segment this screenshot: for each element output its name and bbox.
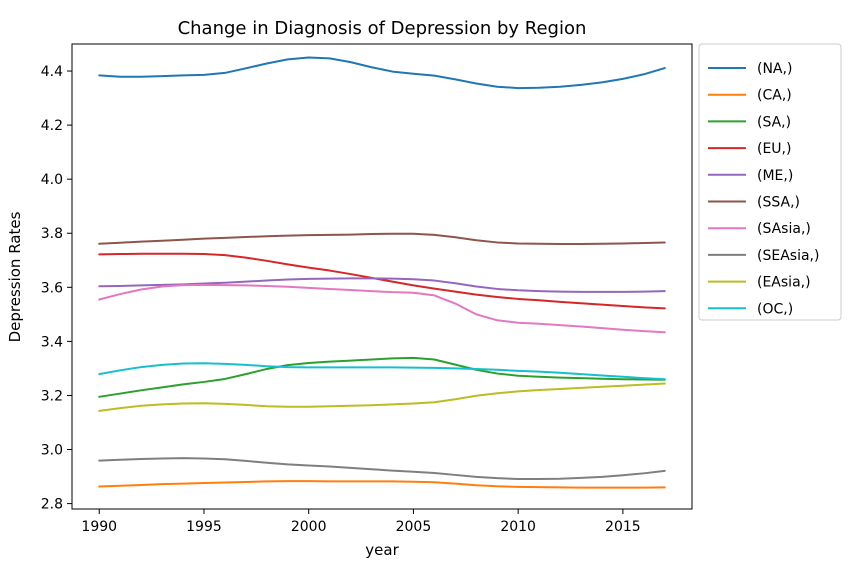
- legend-label: (SSA,): [757, 195, 800, 211]
- legend-label: (SEAsia,): [757, 248, 819, 264]
- y-tick-label: 3.0: [41, 443, 63, 459]
- legend-frame: [698, 43, 842, 321]
- plot-area: [71, 43, 693, 510]
- series-line-9: [98, 362, 666, 381]
- legend-entry: (CA,): [708, 88, 792, 104]
- y-tick-label: 4.0: [41, 172, 63, 188]
- x-tick-label: 2005: [396, 519, 432, 535]
- x-tick-label: 2000: [291, 519, 327, 535]
- series-line-7: [98, 457, 666, 480]
- y-tick-label: 3.8: [41, 226, 63, 242]
- x-tick-label: 1995: [186, 519, 222, 535]
- x-axis: 1990 1995 2000 2005 2010 2015: [81, 509, 641, 535]
- legend-entry: (OC,): [708, 301, 793, 317]
- series-line-0: [98, 56, 666, 90]
- y-tick-label: 3.2: [41, 388, 63, 404]
- legend-entry: (ME,): [708, 168, 793, 184]
- legend-items: (NA,) (CA,) (SA,) (EU,) (ME,) (SSA,) (SAsia,) (…: [708, 61, 819, 317]
- y-tick-label: 3.6: [41, 280, 63, 296]
- legend-entry: (SA,): [708, 114, 791, 130]
- series-line-1: [98, 480, 666, 489]
- legend-label: (OC,): [757, 301, 793, 317]
- y-axis-label: Depression Rates: [6, 211, 24, 342]
- legend-label: (EAsia,): [757, 275, 811, 291]
- legend-entry: (NA,): [708, 61, 792, 77]
- series-line-5: [98, 232, 666, 246]
- series-line-2: [98, 356, 666, 398]
- series-line-8: [98, 382, 666, 412]
- series-line-3: [98, 252, 666, 310]
- x-tick-label: 1990: [81, 519, 117, 535]
- y-tick-label: 2.8: [41, 497, 63, 513]
- legend-entry: (SSA,): [708, 195, 800, 211]
- x-tick-label: 2015: [605, 519, 641, 535]
- y-tick-label: 4.2: [41, 118, 63, 134]
- legend-label: (SAsia,): [757, 221, 811, 237]
- legend-label: (CA,): [757, 88, 792, 104]
- y-tick-label: 3.4: [41, 334, 63, 350]
- legend-label: (ME,): [757, 168, 793, 184]
- y-tick-label: 4.4: [41, 64, 63, 80]
- legend-label: (EU,): [757, 141, 791, 157]
- x-axis-label: year: [365, 541, 399, 559]
- legend-entry: (EU,): [708, 141, 791, 157]
- series-line-4: [98, 277, 666, 293]
- x-tick-label: 2010: [500, 519, 536, 535]
- chart-title: Change in Diagnosis of Depression by Reg…: [178, 18, 587, 39]
- series-layer: [98, 56, 666, 489]
- legend: (NA,) (CA,) (SA,) (EU,) (ME,) (SSA,) (SAsia,) (…: [698, 43, 842, 321]
- legend-label: (SA,): [757, 114, 791, 130]
- legend-entry: (SEAsia,): [708, 248, 819, 264]
- legend-entry: (SAsia,): [708, 221, 811, 237]
- y-axis: 2.8 3.0 3.2 3.4 3.6 3.8 4.0 4.2 4.4: [41, 64, 72, 513]
- plot-frame: [71, 43, 693, 510]
- series-line-6: [98, 283, 666, 334]
- legend-label: (NA,): [757, 61, 792, 77]
- legend-entry: (EAsia,): [708, 275, 811, 291]
